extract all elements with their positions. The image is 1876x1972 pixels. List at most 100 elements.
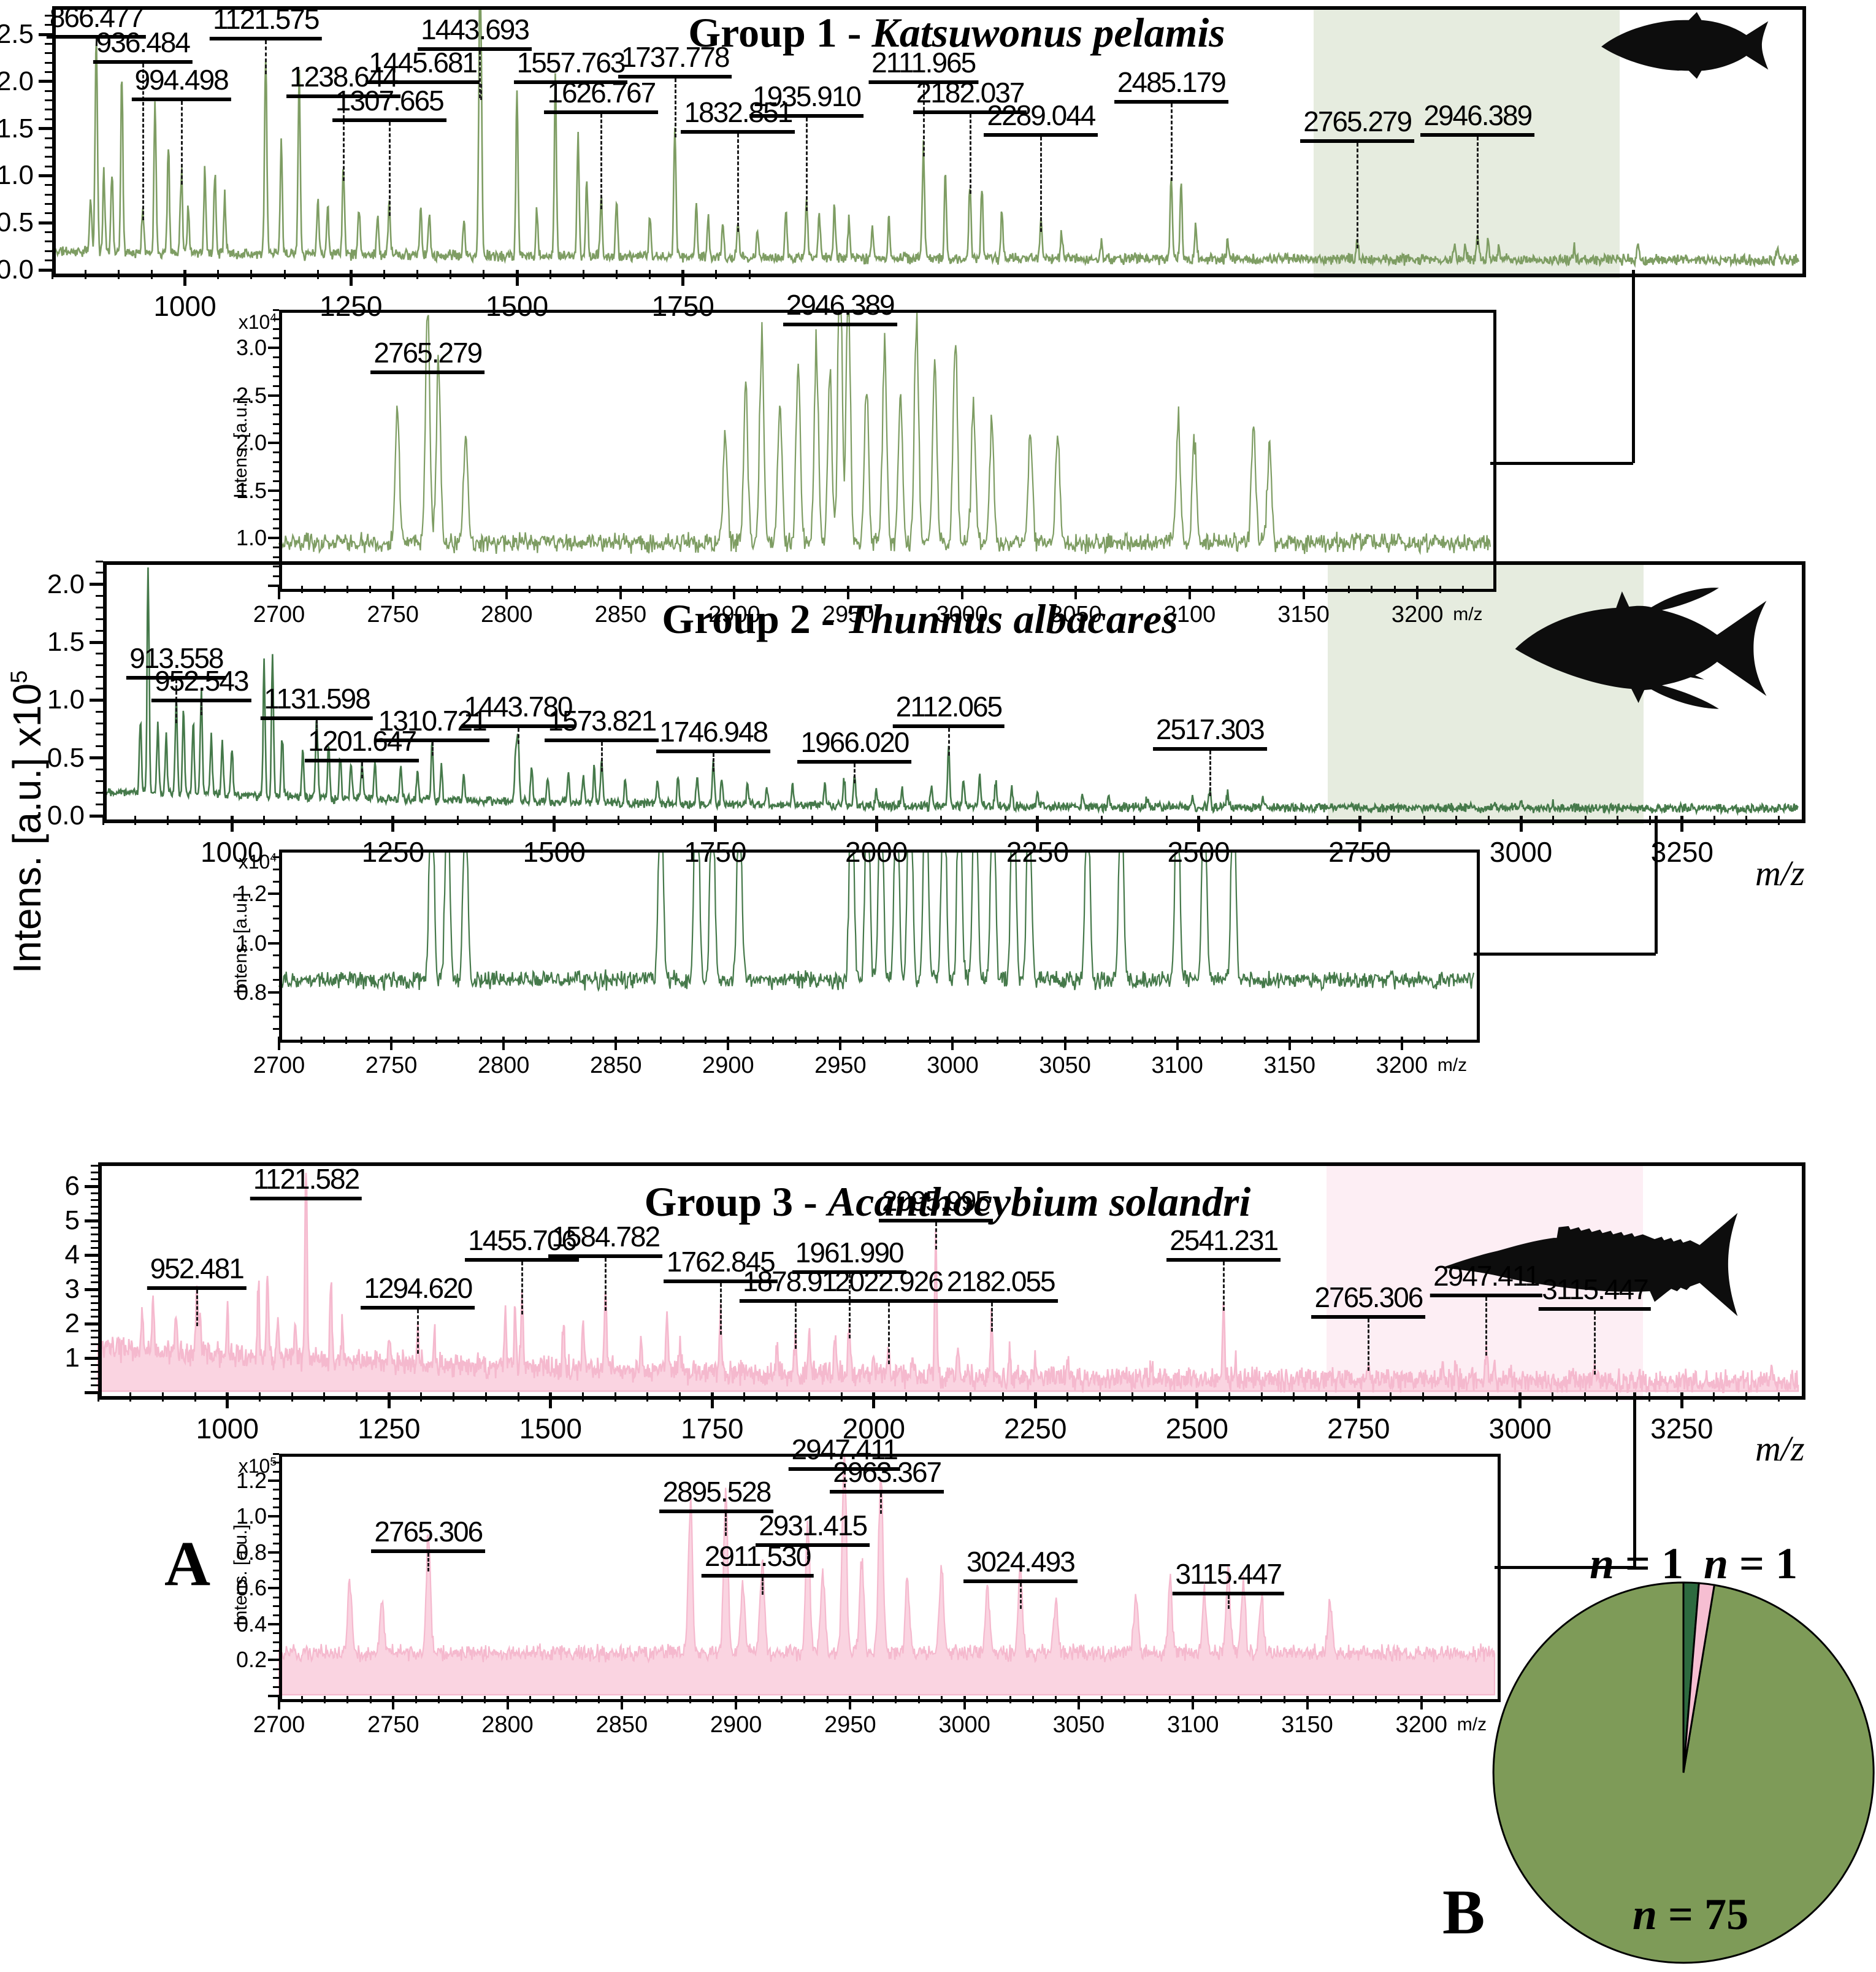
group2-thunnus-albacares-y-tick <box>96 780 103 782</box>
group3-acanthocybium-solandri-inset-peak-leader-line <box>880 1494 882 1514</box>
group3-acanthocybium-solandri-inset-x-tick <box>620 1696 623 1709</box>
group1-katsuwonus-pelamis-x-tick <box>715 270 718 279</box>
group1-katsuwonus-pelamis-main-peak-label-2946.389: 2946.389 <box>1420 100 1535 137</box>
group3-acanthocybium-solandri-inset-x-tick <box>1260 1696 1263 1703</box>
group2-thunnus-albacares-inset-x-axis-unit: m/z <box>1437 1055 1468 1075</box>
group3-acanthocybium-solandri-inset-x-tick <box>1443 1696 1445 1703</box>
group2-thunnus-albacares-y-tick <box>96 688 103 689</box>
group2-thunnus-albacares-y-tick-label: 1.5 <box>47 627 85 658</box>
group3-acanthocybium-solandri-main-peak-leader-line <box>1485 1297 1488 1356</box>
group1-katsuwonus-pelamis-main-peak-label-1445.681: 1445.681 <box>366 47 480 84</box>
group2-thunnus-albacares-y-tick <box>96 572 103 574</box>
group1-katsuwonus-pelamis-main-peak-leader-line <box>180 101 183 185</box>
group3-acanthocybium-solandri-inset-peak-label-2765.306: 2765.306 <box>371 1516 486 1553</box>
group2-thunnus-albacares-inset-x-tick <box>480 1037 483 1044</box>
group2-thunnus-albacares-main-peak-leader-line <box>361 762 364 779</box>
group1-katsuwonus-pelamis-y-tick <box>45 184 52 186</box>
group3-acanthocybium-solandri-x-tick <box>1713 1392 1715 1402</box>
group3-acanthocybium-solandri-x-tick <box>970 1392 972 1402</box>
group1-katsuwonus-pelamis-x-tick <box>51 270 53 279</box>
group3-acanthocybium-solandri-inset-y-tick <box>273 1462 279 1464</box>
group1-katsuwonus-pelamis-x-tick <box>582 270 584 279</box>
group3-acanthocybium-solandri-inset-x-tick <box>392 1696 395 1709</box>
group2-thunnus-albacares-x-tick <box>1680 816 1684 832</box>
group3-acanthocybium-solandri-y-tick <box>85 1287 98 1291</box>
group2-thunnus-albacares-y-tick <box>96 791 103 794</box>
group1-katsuwonus-pelamis-y-tick <box>45 240 52 243</box>
group1-katsuwonus-pelamis-x-tick-label: 1500 <box>485 290 549 322</box>
group2-thunnus-albacares-main-peak-leader-line <box>431 742 434 756</box>
group2-thunnus-albacares-x-tick-label: 2250 <box>1006 836 1070 868</box>
group3-acanthocybium-solandri-y-tick <box>91 1384 98 1387</box>
group3-acanthocybium-solandri-inset-x-tick <box>1055 1696 1057 1703</box>
group2-thunnus-albacares-inset-x-tick <box>929 1037 932 1044</box>
group1-katsuwonus-pelamis-x-tick <box>416 270 419 279</box>
group2-thunnus-albacares-x-tick <box>391 816 395 832</box>
group3-acanthocybium-solandri-x-tick <box>614 1392 616 1402</box>
group3-acanthocybium-solandri-x-tick <box>581 1392 584 1402</box>
group3-acanthocybium-solandri-inset-peak-leader-line <box>1019 1583 1022 1609</box>
group2-thunnus-albacares-inset-x-tick <box>1086 1037 1089 1044</box>
group3-acanthocybium-solandri-main-peak-leader-line <box>1594 1311 1596 1375</box>
group1-katsuwonus-pelamis-main-peak-leader-line <box>265 40 267 75</box>
group3-acanthocybium-solandri-main-peak-label-1294.620: 1294.620 <box>361 1273 475 1310</box>
group2-thunnus-albacares-x-tick-label: 1250 <box>361 836 425 868</box>
group3-acanthocybium-solandri-y-tick <box>91 1199 98 1202</box>
group2-thunnus-albacares-x-tick <box>521 816 523 825</box>
group1-katsuwonus-pelamis-inset-y-tick <box>273 356 279 359</box>
group1-katsuwonus-pelamis-x-tick <box>84 270 86 279</box>
group2-thunnus-albacares-y-tick <box>96 710 103 713</box>
group2-thunnus-albacares-inset-x-tick <box>1423 1037 1425 1044</box>
group2-thunnus-albacares-inset-x-tick-label: 3150 <box>1263 1053 1316 1078</box>
group2-thunnus-albacares-main-peak-leader-line <box>201 702 203 715</box>
group3-acanthocybium-solandri-inset-x-tick <box>575 1696 577 1703</box>
group3-acanthocybium-solandri-y-tick <box>91 1260 98 1263</box>
group3-acanthocybium-solandri-inset-peak-label-3024.493: 3024.493 <box>963 1546 1078 1584</box>
group1-katsuwonus-pelamis-y-tick <box>45 165 52 167</box>
group2-thunnus-albacares-y-tick <box>96 676 103 678</box>
group1-katsuwonus-pelamis-inset-y-tick-label: 3.0 <box>235 335 267 361</box>
group2-thunnus-albacares-callout-vline <box>1654 816 1658 954</box>
group1-katsuwonus-pelamis-x-tick <box>283 270 286 279</box>
group2-thunnus-albacares-x-tick <box>1230 816 1232 825</box>
group2-thunnus-albacares-inset-y-tick <box>268 892 279 896</box>
group3-acanthocybium-solandri-x-tick <box>258 1392 261 1402</box>
group3-acanthocybium-solandri-main-peak-leader-line <box>935 1222 937 1249</box>
group1-katsuwonus-pelamis-y-tick <box>45 193 52 196</box>
group2-thunnus-albacares-inset-x-tick-label: 3100 <box>1151 1053 1203 1078</box>
group2-thunnus-albacares-inset-x-tick <box>1288 1037 1291 1050</box>
group3-acanthocybium-solandri-x-tick <box>420 1392 423 1402</box>
group2-thunnus-albacares-inset-x-tick-label: 2700 <box>253 1053 305 1078</box>
group2-thunnus-albacares-main-peak-label-2112.065: 2112.065 <box>892 691 1005 728</box>
group2-thunnus-albacares-inset-x-tick <box>727 1037 730 1050</box>
group1-katsuwonus-pelamis-inset-y-tick <box>273 423 279 425</box>
group3-acanthocybium-solandri-inset-x-axis-unit: m/z <box>1457 1714 1487 1735</box>
group2-thunnus-albacares-inset-x-tick <box>1311 1037 1313 1044</box>
group3-acanthocybium-solandri-main-peak-label-1121.582: 1121.582 <box>250 1164 362 1201</box>
group1-katsuwonus-pelamis-callout-vline <box>1631 270 1635 463</box>
group1-katsuwonus-pelamis-y-tick <box>45 118 52 120</box>
group3-acanthocybium-solandri-inset-x-tick <box>278 1696 280 1709</box>
group3-acanthocybium-solandri-y-tick <box>91 1316 98 1318</box>
group3-acanthocybium-solandri-inset-y-tick <box>273 1497 279 1500</box>
group3-acanthocybium-solandri-x-tick <box>323 1392 326 1402</box>
group3-acanthocybium-solandri-inset-x-tick-label: 3100 <box>1166 1712 1219 1738</box>
group1-katsuwonus-pelamis-inset-y-tick <box>268 442 279 445</box>
group3-acanthocybium-solandri-y-tick-label: 5 <box>64 1205 80 1236</box>
group3-acanthocybium-solandri-inset-x-tick <box>849 1696 852 1709</box>
group2-thunnus-albacares-x-tick <box>1358 816 1361 832</box>
group3-acanthocybium-solandri-y-tick <box>91 1213 98 1215</box>
group2-thunnus-albacares-x-tick <box>1262 816 1265 825</box>
group3-acanthocybium-solandri-main-peak-leader-line <box>1223 1261 1225 1311</box>
group1-katsuwonus-pelamis-inset-x-tick-label: 2850 <box>594 602 647 627</box>
group2-thunnus-albacares-x-tick <box>1391 816 1393 825</box>
group3-acanthocybium-solandri-y-tick <box>85 1391 98 1394</box>
pie-slice-dark-n = 1 <box>1682 1581 1700 1773</box>
group1-katsuwonus-pelamis-x-tick <box>649 270 651 279</box>
group2-thunnus-albacares-inset-y-tick <box>273 979 279 981</box>
group3-acanthocybium-solandri-y-tick-label: 4 <box>64 1240 80 1270</box>
pie-label-group3-count: n = 1 <box>1704 1539 1798 1588</box>
group1-katsuwonus-pelamis-main-peak-label-1443.693: 1443.693 <box>418 14 532 51</box>
group3-acanthocybium-solandri-inset-y-tick <box>268 1659 279 1662</box>
group1-katsuwonus-pelamis-main-peak-label-1307.665: 1307.665 <box>332 85 446 122</box>
